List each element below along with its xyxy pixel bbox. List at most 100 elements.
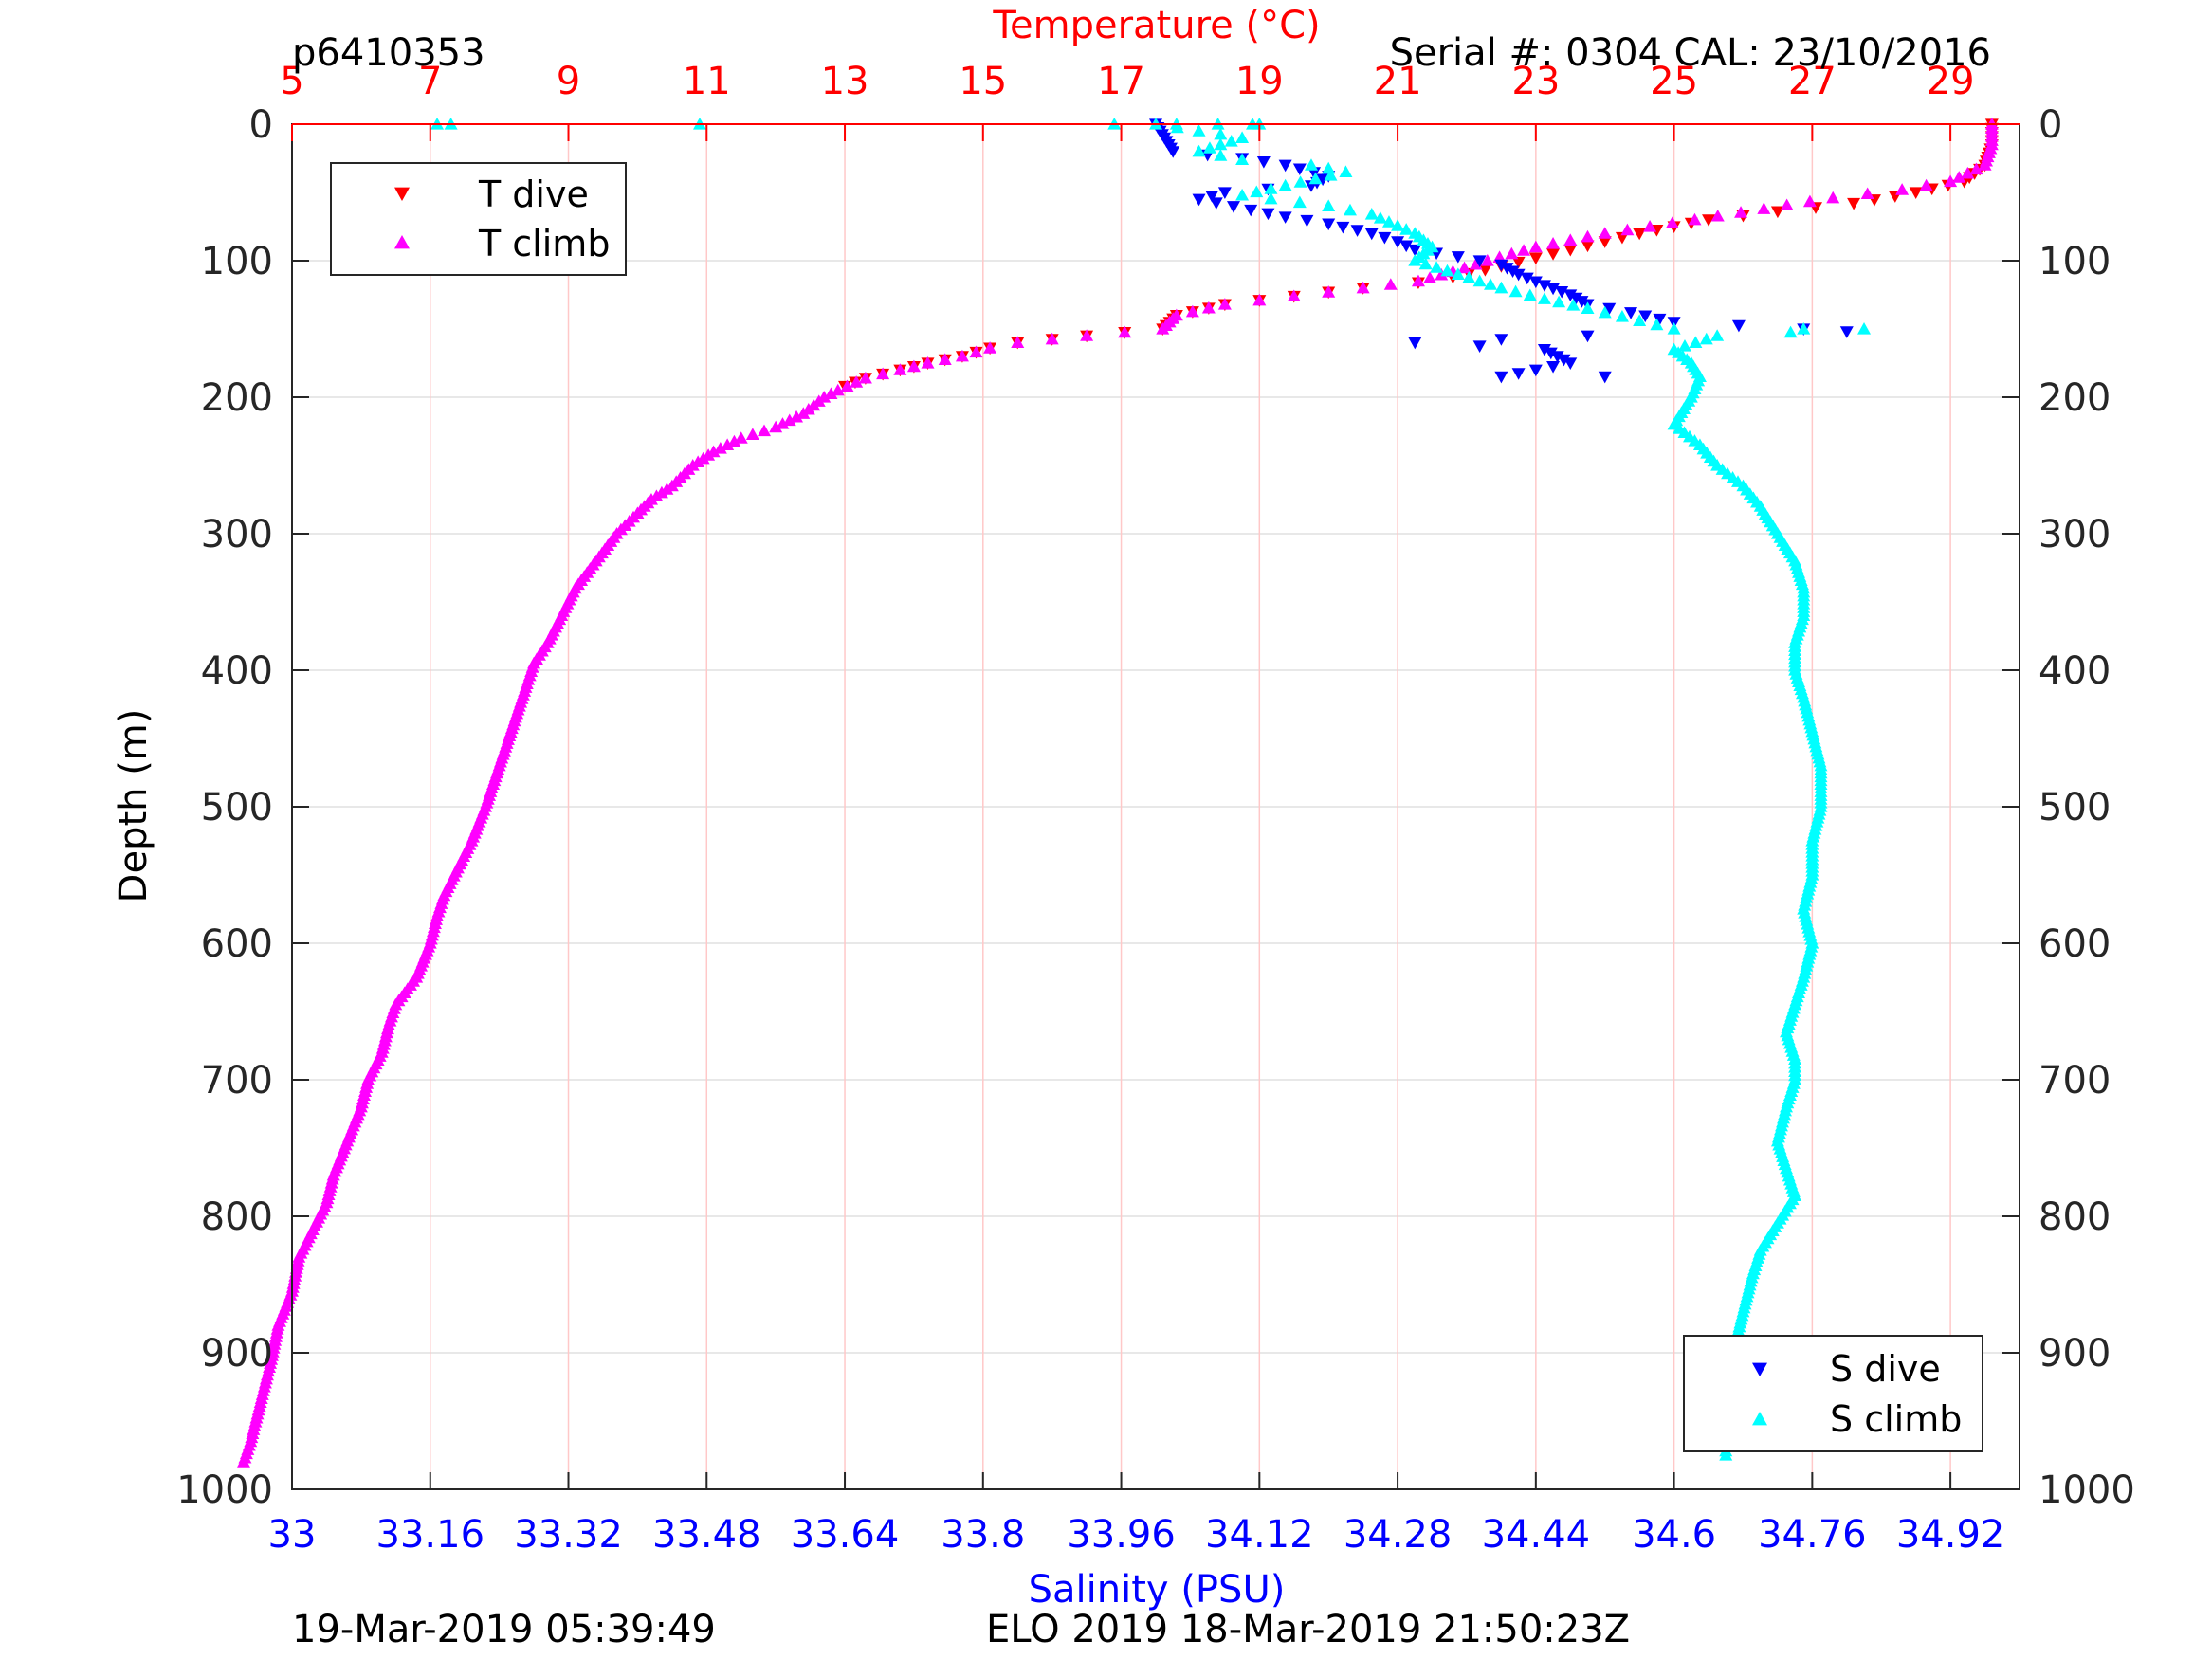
s-dive-point bbox=[1494, 371, 1508, 384]
s-climb-point bbox=[1633, 314, 1647, 326]
t-climb-point bbox=[1802, 194, 1817, 208]
salinity-legend: S dive S climb bbox=[1683, 1335, 1983, 1452]
depth-tick-label-left: 600 bbox=[201, 922, 273, 966]
s-climb-point bbox=[1472, 274, 1487, 287]
s-dive-point bbox=[1494, 334, 1508, 346]
s-dive-point bbox=[1575, 296, 1589, 308]
t-climb-point bbox=[1688, 212, 1702, 226]
s-climb-point bbox=[1430, 261, 1444, 273]
s-dive-point bbox=[1544, 347, 1558, 360]
s-climb-point bbox=[1399, 223, 1414, 235]
s-climb-point bbox=[1324, 169, 1338, 181]
temperature-tick-label: 15 bbox=[959, 60, 1007, 103]
t-climb-point bbox=[1505, 246, 1519, 260]
t-dive-point bbox=[1633, 228, 1647, 241]
t-climb-point bbox=[1780, 198, 1794, 211]
t-climb-point bbox=[955, 349, 969, 362]
s-climb-point bbox=[1264, 182, 1278, 194]
t-climb-point bbox=[1944, 174, 1958, 188]
t-climb-legend-marker bbox=[394, 235, 410, 249]
t-climb-point bbox=[1643, 220, 1657, 232]
t-climb-point bbox=[906, 359, 921, 373]
t-climb-point bbox=[1710, 209, 1725, 222]
serial-cal-label: Serial #: 0304 CAL: 23/10/2016 bbox=[1390, 31, 1991, 75]
s-dive-point bbox=[1839, 326, 1854, 338]
s-dive-point bbox=[1244, 204, 1258, 217]
salinity-tick-label: 34.28 bbox=[1344, 1513, 1453, 1557]
depth-tick-label-left: 1000 bbox=[176, 1468, 273, 1512]
t-climb-point bbox=[1435, 267, 1449, 281]
t-climb-point bbox=[1383, 278, 1398, 290]
s-dive-point bbox=[1528, 364, 1543, 377]
depth-tick-label-right: 600 bbox=[2038, 922, 2111, 966]
s-dive-point bbox=[1581, 330, 1595, 343]
depth-tick-label-left: 100 bbox=[201, 240, 273, 283]
t-dive-point bbox=[1546, 248, 1561, 261]
t-dive-point bbox=[1478, 264, 1492, 277]
salinity-tick-label: 33.64 bbox=[791, 1513, 900, 1557]
t-dive-point bbox=[1528, 252, 1543, 265]
t-dive-point bbox=[1598, 236, 1612, 248]
s-climb-point bbox=[1552, 295, 1566, 308]
s-dive-point bbox=[1166, 146, 1180, 158]
t-climb-point bbox=[796, 407, 811, 419]
depth-tick-label-right: 300 bbox=[2038, 513, 2111, 556]
profile-id: p6410353 bbox=[292, 31, 485, 75]
s-climb-point bbox=[1373, 211, 1387, 224]
t-climb-point bbox=[1517, 244, 1531, 256]
s-dive-point bbox=[1391, 236, 1405, 248]
temperature-tick-label: 23 bbox=[1511, 60, 1560, 103]
s-dive-point bbox=[1546, 283, 1561, 296]
depth-tick-label-right: 900 bbox=[2038, 1332, 2111, 1376]
s-climb-point bbox=[1537, 292, 1551, 304]
s-climb-point bbox=[1304, 158, 1318, 171]
t-climb-point bbox=[1217, 298, 1232, 310]
s-climb-point bbox=[1292, 195, 1307, 209]
t-climb-point bbox=[758, 424, 772, 437]
temperature-tick-label: 13 bbox=[821, 60, 869, 103]
s-climb-point bbox=[1214, 149, 1228, 161]
t-climb-point bbox=[1734, 206, 1748, 218]
s-dive-point bbox=[1520, 272, 1534, 285]
s-dive-point bbox=[1563, 357, 1578, 370]
t-climb-point bbox=[1252, 293, 1267, 306]
s-dive-point bbox=[1336, 221, 1350, 234]
t-climb-point bbox=[1423, 271, 1437, 283]
t-climb-point bbox=[1287, 289, 1301, 302]
s-climb-point bbox=[1343, 203, 1357, 216]
footer-timestamp: 19-Mar-2019 05:39:49 bbox=[292, 1608, 716, 1651]
s-climb-point bbox=[1508, 284, 1523, 298]
salinity-tick-label: 34.12 bbox=[1205, 1513, 1314, 1557]
depth-tick-label-left: 200 bbox=[201, 376, 273, 420]
t-climb-point bbox=[858, 371, 872, 384]
s-dive-point bbox=[1205, 191, 1219, 203]
t-climb-point bbox=[1045, 332, 1059, 345]
s-climb-point bbox=[1451, 267, 1465, 280]
t-climb-point bbox=[1457, 261, 1472, 274]
s-dive-point bbox=[1256, 156, 1271, 169]
s-dive-point bbox=[1364, 228, 1379, 241]
depth-tick-label-right: 700 bbox=[2038, 1059, 2111, 1103]
t-dive-point bbox=[1511, 256, 1526, 269]
t-climb-point bbox=[1480, 254, 1494, 266]
s-dive-point bbox=[1511, 368, 1526, 380]
t-climb-point bbox=[236, 1455, 250, 1468]
s-dive-point bbox=[1528, 276, 1543, 289]
s-dive-point bbox=[1350, 225, 1364, 237]
s-dive-point bbox=[1537, 344, 1551, 356]
s-climb-point bbox=[1523, 288, 1537, 301]
s-dive-point bbox=[1511, 268, 1526, 282]
t-climb-point bbox=[1322, 285, 1336, 298]
t-climb-point bbox=[824, 387, 838, 399]
s-climb-point bbox=[1224, 135, 1238, 147]
t-climb-point bbox=[893, 363, 907, 375]
t-climb-point bbox=[983, 341, 997, 354]
t-climb-point bbox=[876, 367, 890, 380]
s-climb-point bbox=[1797, 322, 1811, 335]
t-climb-point bbox=[1919, 178, 1933, 191]
depth-tick-label-left: 500 bbox=[201, 786, 273, 830]
s-dive-point bbox=[1322, 218, 1336, 231]
s-dive-point bbox=[1537, 280, 1551, 292]
t-climb-point bbox=[1952, 171, 1966, 183]
depth-axis-label: Depth (m) bbox=[112, 709, 155, 903]
